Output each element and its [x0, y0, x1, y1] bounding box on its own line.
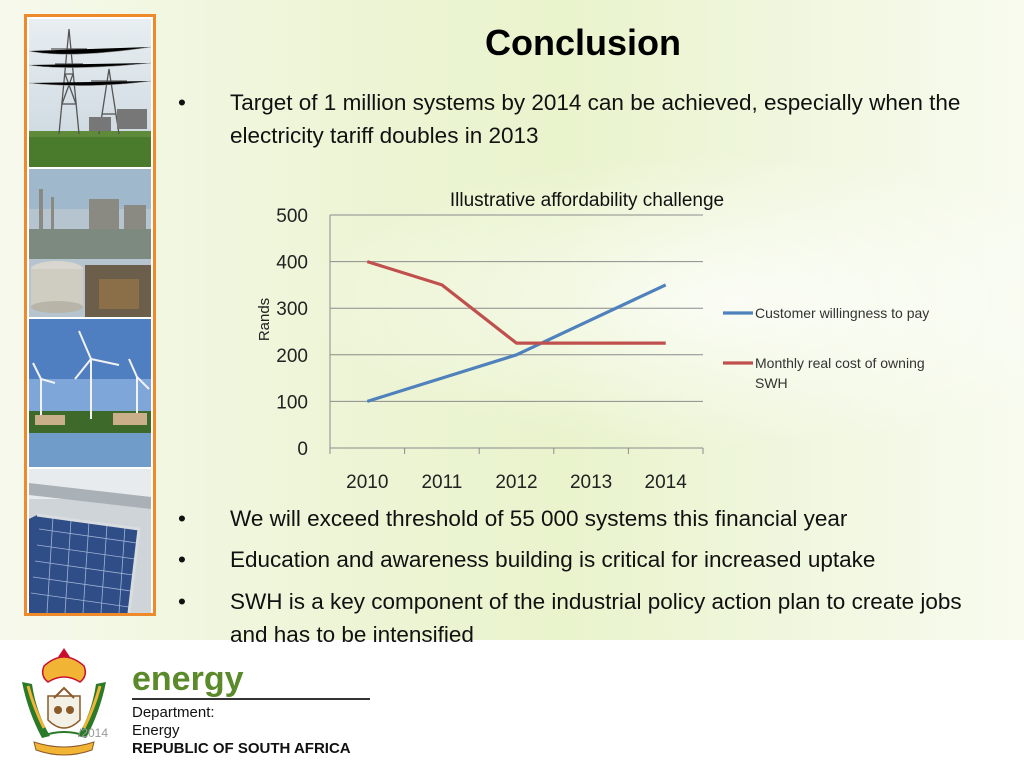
photo-strip	[24, 14, 156, 616]
chart-legend: Customer willingness to pay Monthly real …	[723, 305, 929, 391]
legend-label-line: Customer willingness to pay	[755, 305, 929, 321]
wind-turbines-photo	[29, 319, 151, 467]
bullet-marker: •	[178, 90, 186, 115]
y-tick-label: 500	[276, 206, 308, 227]
chart-gridlines	[330, 214, 703, 402]
bullet-item: • Education and awareness building is cr…	[178, 543, 988, 579]
chart-labels: 0 100 200 300 400 500 2010 2011 2012 2013 2014 Rand…	[256, 206, 687, 493]
series-line-2	[366, 260, 666, 345]
line-chart: 0 100 200 300 400 500 2010 2011 2012 2013 2014 Rand…	[256, 206, 929, 493]
legend-label-line: SWH	[755, 375, 788, 391]
legend-label: Monthly real cost of owning SWH	[755, 355, 925, 391]
energy-wordmark: energy	[132, 660, 244, 698]
bullet-item: • SWH is a key component of the industri…	[178, 585, 988, 655]
chart-series	[366, 260, 667, 403]
country-name: REPUBLIC OF SOUTH AFRICA	[132, 740, 351, 757]
power-plant-photo	[29, 169, 151, 317]
bullet-marker: •	[178, 547, 186, 572]
footer-divider	[132, 698, 370, 700]
y-tick-label: 300	[276, 299, 308, 320]
chart-title: Illustrative affordability challenge	[449, 190, 725, 211]
department-label: Department:	[132, 704, 215, 721]
y-tick-label: 100	[276, 392, 308, 413]
background-swoosh	[300, 150, 1020, 450]
bullet-text: Target of 1 million systems by 2014 can …	[230, 90, 961, 148]
bullet-item: • We will exceed threshold of 55 000 sys…	[178, 502, 988, 538]
power-pylon-photo	[29, 19, 151, 167]
bullet-text: SWH is a key component of the industrial…	[230, 589, 962, 647]
department-name: Energy	[132, 722, 180, 739]
coat-of-arms-logo	[22, 648, 106, 756]
x-tick-label: 2013	[570, 472, 612, 493]
solar-panel-photo	[29, 469, 151, 613]
chart-axes	[329, 215, 704, 454]
bullet-marker: •	[178, 506, 186, 531]
y-tick-label: 400	[276, 253, 308, 274]
slide-title: Conclusion	[485, 22, 681, 63]
y-axis-label: Rands	[256, 298, 273, 341]
bullet-marker: •	[178, 589, 186, 614]
x-tick-label: 2011	[421, 472, 462, 493]
legend-label: Customer willingness to pay	[755, 305, 929, 321]
footer-date: /2014	[78, 726, 109, 740]
x-tick-label: 2012	[495, 472, 537, 493]
x-tick-label: 2010	[346, 472, 388, 493]
y-tick-label: 0	[297, 439, 308, 460]
y-tick-label: 200	[276, 346, 308, 367]
bullet-text: Education and awareness building is crit…	[230, 547, 876, 572]
legend-label-line: Monthly real cost of owning	[755, 355, 925, 371]
x-tick-label: 2014	[645, 472, 688, 493]
bullet-text: We will exceed threshold of 55 000 syste…	[230, 506, 848, 531]
bullet-item: • Target of 1 million systems by 2014 ca…	[178, 86, 988, 156]
